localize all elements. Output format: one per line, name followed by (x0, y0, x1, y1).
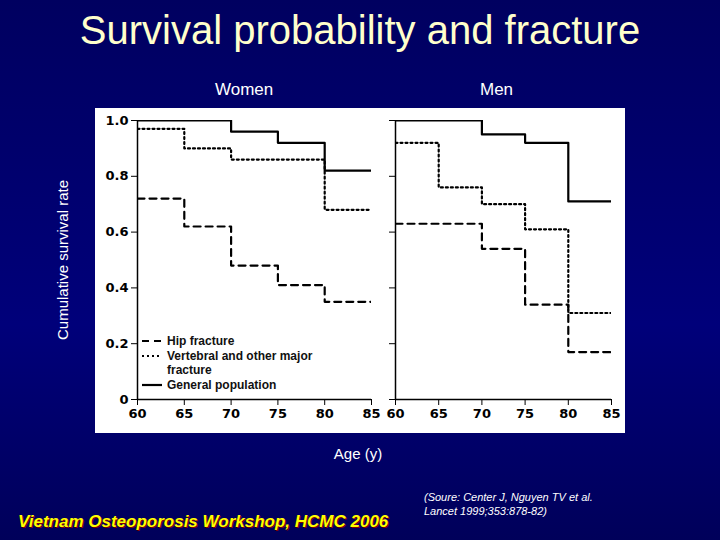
svg-text:70: 70 (473, 406, 491, 421)
svg-text:0.2: 0.2 (105, 336, 128, 351)
svg-text:0.8: 0.8 (105, 168, 128, 183)
svg-text:80: 80 (316, 406, 334, 421)
svg-text:80: 80 (559, 406, 577, 421)
html-text:Age (y): Age (y) (333, 445, 383, 462)
html-text:General population: General population (167, 378, 277, 392)
svg-text:0.6: 0.6 (105, 224, 128, 239)
svg-text:75: 75 (516, 406, 534, 421)
svg-text:60: 60 (128, 406, 146, 421)
html-text:Survival probability and fract: Survival probability and fracture (79, 8, 641, 52)
svg-text:85: 85 (362, 406, 380, 421)
svg-text:0: 0 (119, 392, 128, 407)
html-text:Hip fracture: Hip fracture (167, 334, 235, 348)
html-text:Women: Women (215, 80, 274, 99)
svg-text:75: 75 (269, 406, 287, 421)
svg-text:85: 85 (602, 406, 620, 421)
svg-text:70: 70 (222, 406, 240, 421)
svg-text:65: 65 (430, 406, 448, 421)
svg-text:0.4: 0.4 (105, 280, 128, 295)
html-text:Vietnam Osteoporosis Workshop,: Vietnam Osteoporosis Workshop, HCMC 2006 (18, 512, 389, 531)
svg-text:1.0: 1.0 (105, 113, 128, 128)
html-text:Cumulative survival rate: Cumulative survival rate (53, 180, 71, 340)
svg-text:60: 60 (386, 406, 404, 421)
html-text:Vertebral and other major frac: Vertebral and other major fracture (167, 349, 313, 377)
html-text:Men: Men (480, 80, 514, 99)
html-text:(Soure: Center J, Nguyen TV et: (Soure: Center J, Nguyen TV et al. Lance… (424, 491, 593, 517)
svg-text:65: 65 (175, 406, 193, 421)
